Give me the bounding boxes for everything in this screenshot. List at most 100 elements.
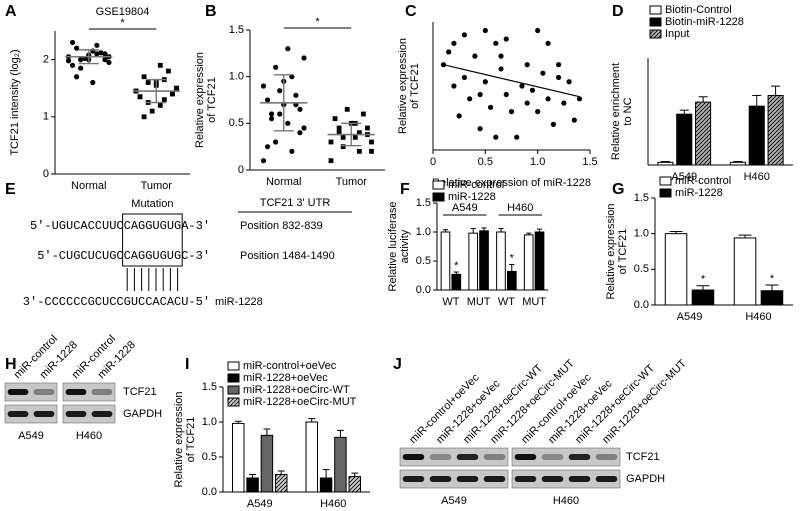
y-tick-label: 1.5 [202,381,217,393]
data-point [493,40,499,46]
site-position: Position 832-839 [240,220,323,232]
data-point [498,66,504,72]
data-point [170,91,175,97]
data-point [356,130,362,136]
data-point [297,106,303,112]
data-point [356,148,362,154]
y-tick-label: 1.0 [202,416,217,428]
blot-band [429,454,452,460]
data-point [269,111,275,117]
site-sequence: 5'-UGUCACCUUCCAGGUGUGA-3' [30,219,210,233]
blot-background [4,404,58,424]
y-tick-label: 0 [43,168,49,180]
data-point [550,121,556,127]
fit-line [443,64,580,98]
bar [319,477,333,493]
legend-label: miR-control [448,179,504,191]
panel-letter: J [393,356,402,373]
data-point [508,109,515,115]
blot-band [595,476,618,482]
bar [440,231,451,291]
y-tick-label: 0.0 [202,486,217,498]
blot-band [7,411,29,417]
data-point [260,158,267,164]
bar [451,273,462,291]
mutation-box [122,213,183,267]
data-point [446,49,452,55]
data-point [102,57,108,63]
blot-band [483,454,506,460]
data-point [285,120,291,126]
blot-band [65,389,87,395]
data-point [556,62,562,68]
data-point [301,125,307,131]
data-point [269,116,275,122]
data-point [336,130,342,136]
data-point [340,144,346,150]
significance-label: * [120,17,125,29]
protein-label: GAPDH [626,473,665,485]
bar [506,270,517,291]
x-tick-label: H460 [745,311,771,323]
data-point [556,74,562,81]
significance-label: * [701,274,706,286]
panel-letter: A [5,3,17,20]
data-point [90,79,96,86]
y-tick-label: 0.0 [634,299,649,311]
legend-swatch [432,192,445,202]
data-point [482,27,488,34]
blot-band [456,476,479,482]
data-point [344,106,350,112]
blot-background [4,382,58,402]
data-point [493,134,499,140]
bar [468,232,479,291]
blot-band [7,389,29,395]
data-point [137,94,143,100]
significance-label: * [510,252,515,264]
legend-swatch [659,188,672,198]
data-point [566,79,572,85]
legend-swatch [649,29,662,39]
data-point [477,91,483,98]
x-tick-label: Normal [266,176,301,188]
bar [305,421,318,493]
panel-letter: G [612,181,624,198]
data-point [571,117,577,123]
data-point [285,46,291,52]
group-label: H460 [507,202,533,214]
cell-line-label: A549 [441,495,467,507]
data-point [161,97,167,103]
significance-label: * [770,273,775,285]
data-point [472,53,478,59]
protein-label: GAPDH [123,408,162,420]
x-tick-label: WT [442,296,459,308]
data-point [273,64,279,70]
group-label: A549 [452,202,478,214]
blot-band [33,411,55,417]
bar [767,94,784,166]
data-point [166,68,171,74]
bar [232,422,245,493]
bar [676,113,693,166]
y-tick-label: 0 [238,164,244,176]
legend-label: miR-1228+oeVec [243,372,328,384]
data-point [328,139,334,145]
data-point [545,96,551,102]
bar [760,290,784,306]
data-point [340,134,346,140]
blot-band [33,389,55,395]
data-point [78,57,84,63]
blot-band [91,389,113,395]
protein-label: TCF21 [626,451,660,463]
data-point [540,70,546,76]
blot-band [456,454,479,460]
panel-letter: C [405,3,417,20]
x-tick-label: WT [498,296,515,308]
data-point [467,96,473,102]
x-tick-label: Tumor [336,176,368,188]
x-tick-label: MUT [522,296,546,308]
data-point [174,85,179,91]
bar [729,161,746,166]
data-point [301,55,307,61]
y-tick-label: 1.0 [416,226,431,238]
